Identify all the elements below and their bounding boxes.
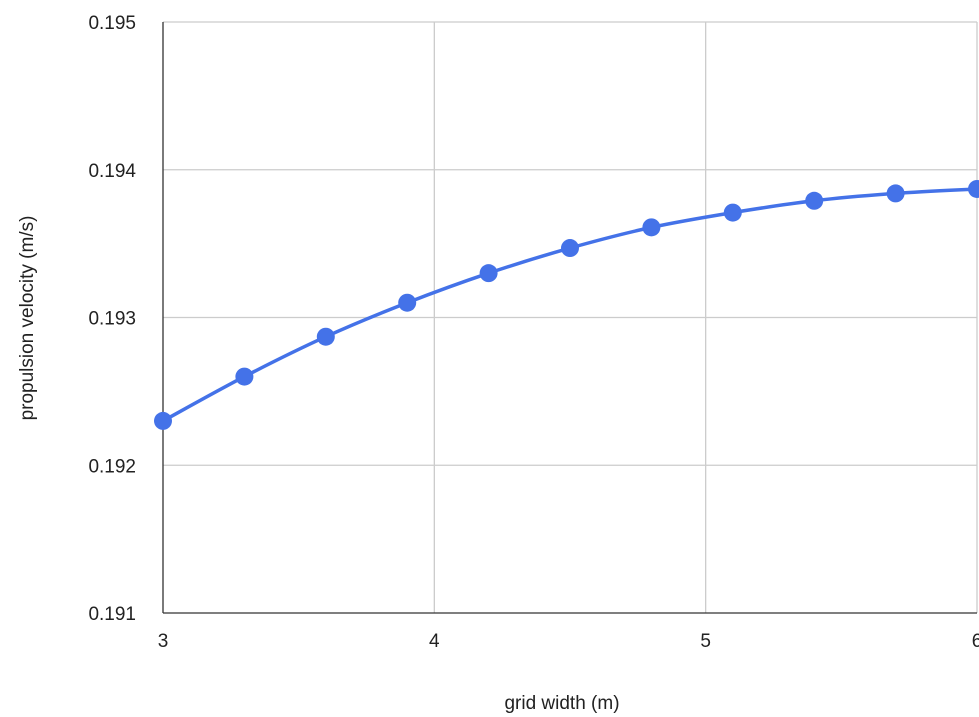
y-tick-label: 0.193 xyxy=(88,309,136,330)
data-point xyxy=(479,264,498,283)
x-tick-label: 4 xyxy=(429,631,440,652)
x-tick-label: 6 xyxy=(972,631,979,652)
y-tick-label: 0.192 xyxy=(88,456,136,477)
series-line xyxy=(162,187,978,423)
data-point xyxy=(398,293,417,312)
gridlines xyxy=(163,21,978,613)
data-point xyxy=(805,191,824,210)
data-point xyxy=(154,411,172,430)
data-point xyxy=(642,218,661,237)
y-axis-title: propulsion velocity (m/s) xyxy=(17,216,38,421)
y-tick-label: 0.194 xyxy=(88,161,136,182)
x-tick-label: 3 xyxy=(158,631,169,652)
axes xyxy=(162,22,977,614)
data-point xyxy=(968,179,979,198)
y-tick-label: 0.191 xyxy=(88,604,136,625)
data-point xyxy=(561,239,579,258)
data-point xyxy=(886,184,905,203)
series-group xyxy=(154,179,979,430)
tick-labels: 0.191 0.192 0.193 0.194 0.195 3 4 5 6 xyxy=(88,13,979,652)
y-tick-label: 0.195 xyxy=(88,13,136,34)
data-point xyxy=(235,367,254,386)
x-axis-title: grid width (m) xyxy=(504,693,619,714)
data-point xyxy=(316,327,335,346)
x-tick-label: 5 xyxy=(700,631,711,652)
data-point xyxy=(723,203,742,222)
